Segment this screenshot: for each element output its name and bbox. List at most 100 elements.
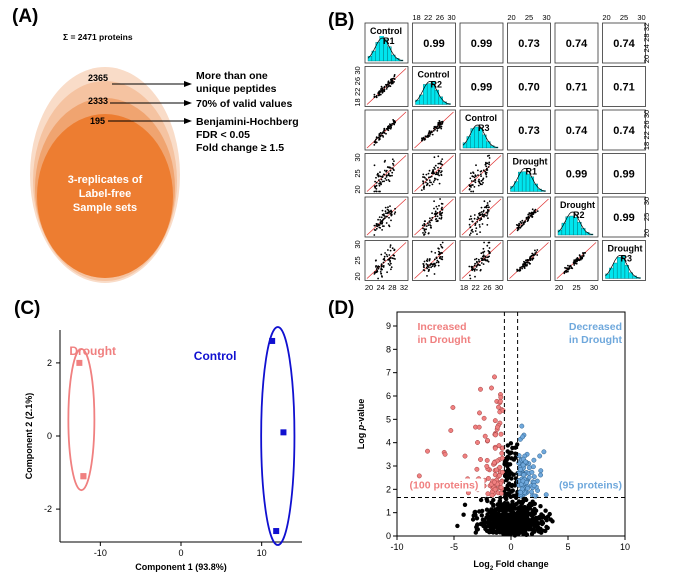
volcano-point-ns <box>545 525 550 531</box>
correlation-value: 0.74 <box>566 38 588 50</box>
scatter-point <box>392 162 394 165</box>
volcano-point-ns <box>455 523 460 529</box>
scatter-point <box>388 264 391 266</box>
bottom-axis-tick: 25 <box>572 283 580 292</box>
scatter-point <box>377 267 380 270</box>
scatter-point <box>482 169 485 172</box>
scatter-point <box>521 224 524 227</box>
x-tick-label: 10 <box>257 548 267 558</box>
left-axis-tick: 30 <box>353 240 362 248</box>
scatter-point <box>437 171 440 174</box>
scatter-point <box>385 215 387 218</box>
scatter-point <box>433 207 435 210</box>
bottom-axis-tick: 18 <box>460 283 468 292</box>
y-axis-label: Log p-value <box>356 399 366 450</box>
bottom-axis-tick: 28 <box>388 283 396 292</box>
scatter-point <box>578 254 581 257</box>
scatter-point <box>470 180 473 182</box>
volcano-point-ns <box>544 518 549 523</box>
scatter-point <box>487 256 489 258</box>
correlation-value: 0.73 <box>518 125 539 137</box>
scatter-point <box>434 128 436 131</box>
scatter-point <box>469 277 472 280</box>
volcano-point-ns <box>548 517 553 522</box>
scatter-point <box>386 271 388 274</box>
scatter-point <box>422 232 424 234</box>
scatter-point <box>381 225 384 228</box>
top-axis-tick: 25 <box>525 13 533 22</box>
density-curve <box>415 81 451 105</box>
scatter-point <box>524 220 526 223</box>
scatter-point <box>477 169 479 172</box>
scatter-point <box>575 258 578 261</box>
correlation-value: 0.99 <box>471 38 492 50</box>
left-axis-tick: 26 <box>353 77 362 85</box>
scatter-point <box>477 184 480 187</box>
scatter-point <box>472 231 474 233</box>
scatter-point <box>433 127 435 130</box>
volcano-point-increased <box>497 472 502 478</box>
scatter-point <box>433 179 436 182</box>
sample-rep: R3 <box>621 254 633 264</box>
scatter-point <box>431 133 434 136</box>
scatter-point <box>434 252 437 254</box>
volcano-point-ns <box>500 516 505 521</box>
scatter-point <box>434 215 437 218</box>
volcano-point-ns <box>478 521 483 527</box>
volcano-point-ns <box>524 532 529 537</box>
bottom-axis-tick: 30 <box>590 283 598 292</box>
scatter-point <box>378 138 381 141</box>
scatter-point <box>473 264 476 267</box>
scatter-point <box>389 205 391 208</box>
volcano-point-ns <box>484 496 489 502</box>
histogram-bar <box>613 262 618 279</box>
volcano-point-increased <box>476 424 482 430</box>
x-tick-label: 5 <box>565 542 570 552</box>
volcano-point-ns <box>482 520 487 526</box>
volcano-point-ns <box>501 510 506 516</box>
scatter-point <box>376 269 378 272</box>
volcano-point-increased <box>448 428 454 433</box>
scatter-point <box>486 167 488 170</box>
scatter-point <box>386 86 388 89</box>
scatter-point <box>375 259 377 262</box>
scatter-point <box>483 259 485 261</box>
volcano-point-ns <box>505 483 510 488</box>
histogram-bar <box>537 188 542 192</box>
volcano-point-increased <box>489 492 495 498</box>
scatter-point <box>378 224 381 227</box>
scatter-point <box>523 260 525 263</box>
scatter-point <box>381 268 383 271</box>
scatter-point <box>485 162 487 165</box>
histogram-bar <box>525 173 531 192</box>
scatter-point <box>381 209 384 212</box>
scatter-point <box>435 205 438 208</box>
scatter-point <box>422 181 425 183</box>
scatter-point <box>379 190 381 193</box>
scatter-point <box>384 177 387 180</box>
y-tick-label: 1 <box>386 508 391 518</box>
scatter-point <box>433 156 436 159</box>
scatter-point <box>389 125 391 127</box>
scatter-point <box>426 182 429 185</box>
scatter-point <box>469 215 472 218</box>
scatter-point <box>486 211 489 214</box>
scatter-point <box>481 259 484 262</box>
volcano-point-increased <box>497 464 503 470</box>
scatter-point <box>440 127 443 130</box>
scatter-point <box>440 258 443 260</box>
level3-desc-line2: FDR < 0.05 <box>196 129 250 141</box>
scatter-point <box>394 207 396 210</box>
scatter-point <box>387 80 390 83</box>
scatter-point <box>584 252 587 254</box>
scatter-point <box>379 219 382 221</box>
volcano-point-ns <box>472 510 477 515</box>
volcano-point-ns <box>504 524 509 530</box>
scatter-point <box>387 125 389 128</box>
scatter-point <box>389 127 392 130</box>
scatter-point <box>481 223 484 225</box>
scatter-point <box>533 254 535 257</box>
matrix-cell-0-4 <box>554 22 599 64</box>
scatter-point <box>533 209 536 212</box>
scatter-point <box>480 170 483 172</box>
